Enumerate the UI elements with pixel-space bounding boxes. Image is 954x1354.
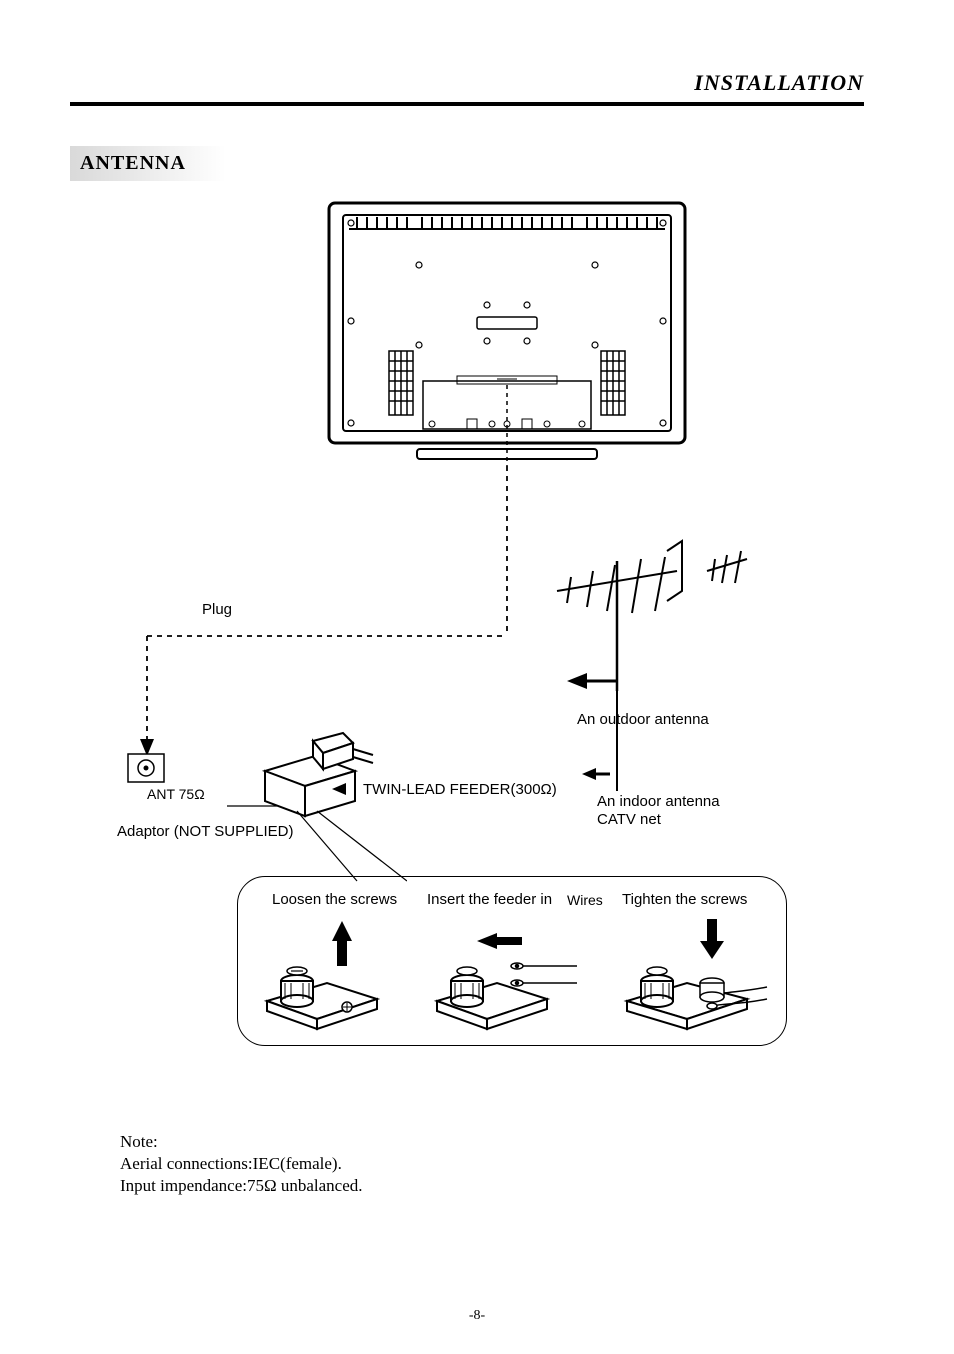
outdoor-down-line-icon [613, 661, 623, 861]
plug-label: Plug [202, 601, 232, 618]
catv-net-label: CATV net [597, 811, 661, 828]
section-heading-antenna: ANTENNA [70, 146, 226, 181]
twinlead-arrow-icon [332, 781, 362, 797]
note-line-2: Aerial connections:IEC(female). [120, 1153, 864, 1175]
tv-back-panel-icon [327, 201, 687, 471]
twinlead-label: TWIN-LEAD FEEDER(300Ω) [363, 781, 557, 798]
adaptor-label: Adaptor (NOT SUPPLIED) [117, 823, 293, 840]
page-header: INSTALLATION [70, 70, 864, 106]
note-block: Note: Aerial connections:IEC(female). In… [120, 1131, 864, 1197]
antenna-diagram: Plug ANT 75Ω Adaptor (NOT SUPPLIED) TWIN… [77, 201, 857, 1081]
indoor-arrow-icon [582, 766, 612, 782]
page-number: -8- [0, 1308, 954, 1324]
wires-label: Wires [567, 892, 603, 908]
tighten-screws-label: Tighten the screws [622, 891, 747, 908]
insert-feeder-label: Insert the feeder in [427, 891, 552, 908]
note-line-3: Input impendance:75Ω unbalanced. [120, 1175, 864, 1197]
outdoor-antenna-label: An outdoor antenna [577, 711, 709, 728]
note-line-1: Note: [120, 1131, 864, 1153]
ant-75-jack-icon [127, 753, 165, 785]
loosen-step-icon [257, 911, 397, 1031]
tighten-step-icon [617, 911, 777, 1031]
insert-step-icon [427, 911, 587, 1031]
loosen-screws-label: Loosen the screws [272, 891, 397, 908]
ant-75-label: ANT 75Ω [147, 786, 205, 802]
